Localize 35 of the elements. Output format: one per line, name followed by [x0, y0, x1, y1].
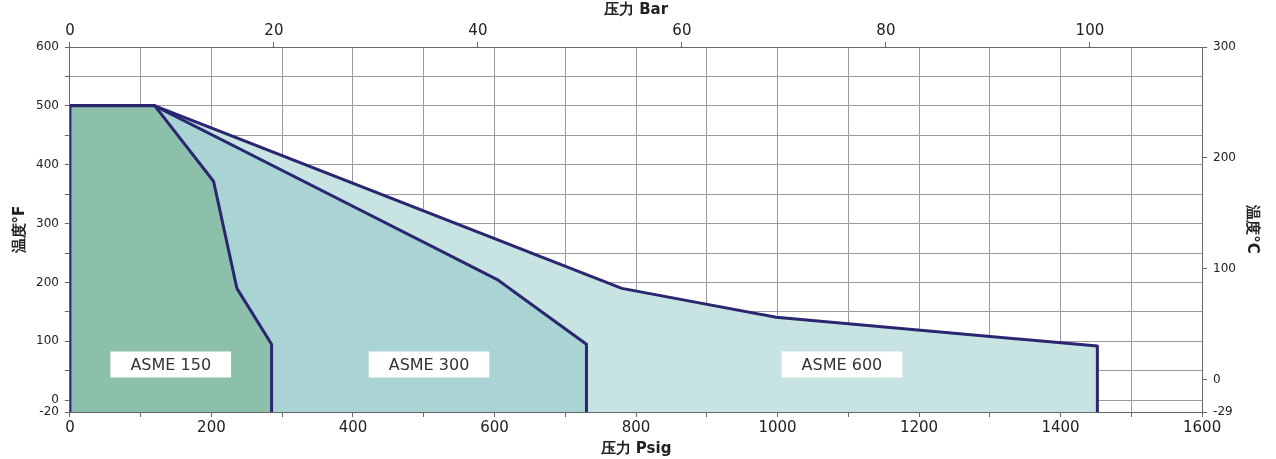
x-tick-label: 0: [65, 417, 75, 436]
y-tick-label: 400: [36, 156, 59, 171]
x-tick-label: 200: [197, 417, 226, 436]
y-tick-label: 100: [36, 333, 59, 348]
y2-tick-label: 200: [1213, 150, 1236, 165]
x-tick-label: 400: [338, 417, 368, 436]
series-label: ASME 600: [801, 354, 883, 374]
x-tick-label: 1600: [1183, 417, 1222, 436]
y2-tick-label: 100: [1213, 261, 1236, 276]
x-tick-label: 1200: [899, 417, 939, 436]
x2-tick-label: 20: [264, 20, 284, 39]
x2-axis-title: 压力 Bar: [602, 0, 669, 18]
y-axis-title: 温度°F: [9, 205, 28, 255]
x-axis-title: 压力 Psig: [599, 438, 672, 457]
x2-tick-label: 60: [672, 20, 692, 39]
y-tick-label: -20: [39, 404, 59, 419]
x-tick-label: 800: [621, 417, 651, 436]
y2-tick-label: 0: [1213, 371, 1221, 386]
x2-tick-label: 0: [65, 20, 75, 39]
series-label: ASME 300: [388, 354, 470, 374]
x2-tick-label: 40: [468, 20, 488, 39]
x2-tick-label: 100: [1075, 20, 1105, 39]
x-tick-label: 1400: [1041, 417, 1080, 436]
y2-tick-label: 300: [1213, 39, 1236, 54]
y-tick-label: 600: [36, 39, 59, 54]
y2-axis-title: 温度°C: [1244, 204, 1263, 254]
y-tick-label: 500: [36, 98, 59, 112]
x2-tick-label: 80: [876, 20, 896, 39]
y2-tick-label: -29: [1213, 404, 1233, 419]
y-tick-label: 300: [36, 215, 59, 230]
y-tick-label: 0: [51, 392, 59, 407]
x-tick-label: 600: [480, 417, 509, 436]
series-label: ASME 150: [130, 354, 212, 374]
x-tick-label: 1000: [758, 417, 797, 436]
y-tick-label: 200: [36, 274, 59, 289]
